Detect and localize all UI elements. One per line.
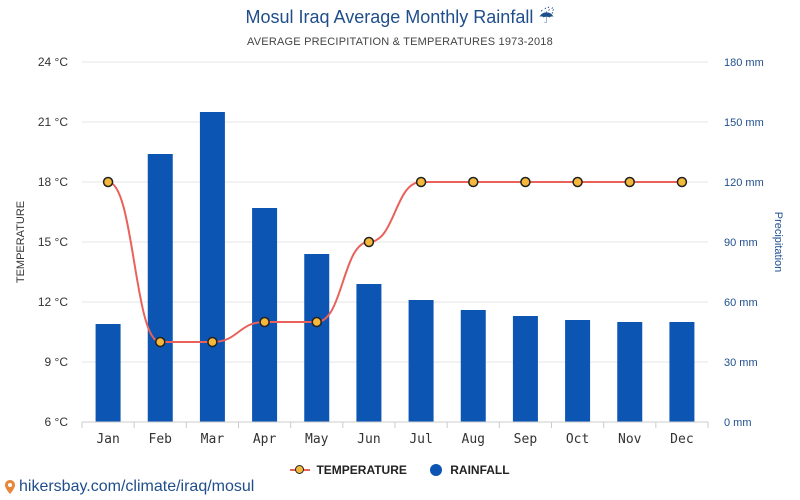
x-tick-label: Apr xyxy=(253,432,277,447)
chart-subtitle: AVERAGE PRECIPITATION & TEMPERATURES 197… xyxy=(247,36,553,48)
source-link[interactable]: hikersbay.com/climate/iraq/mosul xyxy=(5,478,254,496)
temperature-point-apr[interactable] xyxy=(259,316,270,328)
rainfall-bar-jun[interactable] xyxy=(356,284,382,422)
temperature-point-feb[interactable] xyxy=(155,336,166,348)
y-tick-right-label: 30 mm xyxy=(724,357,758,369)
temperature-line-icon xyxy=(290,464,311,476)
y-tick-right-label: 150 mm xyxy=(724,117,764,129)
temperature-point-may[interactable] xyxy=(311,316,322,328)
x-tick-label: Sep xyxy=(514,432,538,447)
y-tick-left-label: 6 °C xyxy=(45,415,69,429)
rainfall-bar-apr[interactable] xyxy=(252,208,278,422)
temperature-point-sep[interactable] xyxy=(520,176,531,188)
x-tick-label: Jan xyxy=(96,432,119,447)
rainfall-bar-jan[interactable] xyxy=(95,324,121,422)
rainfall-bar-may[interactable] xyxy=(304,254,330,422)
y-tick-left-label: 18 °C xyxy=(38,175,68,189)
rainfall-bar-oct[interactable] xyxy=(565,320,591,422)
rainfall-bar-aug[interactable] xyxy=(460,310,486,422)
y-tick-left-label: 12 °C xyxy=(38,295,68,309)
x-tick-label: Jul xyxy=(409,432,432,447)
y-tick-left-label: 24 °C xyxy=(38,55,68,69)
legend-label-rainfall: RAINFALL xyxy=(450,463,510,477)
y-axis-right-title: Precipitation xyxy=(772,212,784,273)
y-tick-left-label: 9 °C xyxy=(45,355,69,369)
temperature-point-oct[interactable] xyxy=(572,176,583,188)
rainfall-bars xyxy=(95,112,695,422)
y-tick-right-label: 60 mm xyxy=(724,297,758,309)
temperature-line xyxy=(107,181,682,344)
legend-item-rainfall[interactable]: RAINFALL xyxy=(430,463,510,477)
x-tick-label: Feb xyxy=(149,432,173,447)
legend: TEMPERATURE RAINFALL xyxy=(0,463,800,479)
map-pin-icon xyxy=(5,480,15,494)
x-tick-label: Oct xyxy=(566,432,589,447)
legend-item-temperature[interactable]: TEMPERATURE xyxy=(290,463,407,477)
temperature-point-aug[interactable] xyxy=(468,176,479,188)
legend-label-temperature: TEMPERATURE xyxy=(316,463,407,477)
temperature-point-dec[interactable] xyxy=(676,176,688,188)
rainfall-bar-dec[interactable] xyxy=(669,322,695,422)
y-tick-left-label: 21 °C xyxy=(38,115,68,129)
temperature-point-jun[interactable] xyxy=(363,236,375,248)
temperature-line-group xyxy=(102,176,688,348)
rainfall-bar-sep[interactable] xyxy=(512,316,538,422)
y-tick-right-label: 0 mm xyxy=(724,417,752,429)
grid-lines xyxy=(82,61,708,423)
x-tick-label: Jun xyxy=(357,432,380,447)
chart-title: Mosul Iraq Average Monthly Rainfall ☔ xyxy=(245,7,555,27)
combo-chart: 24 °C 180 mm 21 °C 150 mm 18 °C 120 mm 15 °C 90… xyxy=(15,55,784,447)
rainfall-bar-mar[interactable] xyxy=(199,112,225,422)
x-tick-label: Dec xyxy=(670,432,693,447)
x-tick-label: Aug xyxy=(462,432,485,447)
temperature-point-nov[interactable] xyxy=(624,176,635,188)
x-tick-label: Nov xyxy=(618,432,642,447)
temperature-point-jan[interactable] xyxy=(102,176,114,188)
rainfall-dot-icon xyxy=(430,464,443,476)
rainfall-bar-jul[interactable] xyxy=(408,300,434,422)
x-tick-label: Mar xyxy=(201,432,225,447)
y-tick-right-label: 180 mm xyxy=(724,57,764,69)
rainfall-bar-feb[interactable] xyxy=(147,154,173,422)
y-tick-left-label: 15 °C xyxy=(38,235,68,249)
y-tick-right-label: 90 mm xyxy=(724,237,758,249)
axes: 24 °C 180 mm 21 °C 150 mm 18 °C 120 mm 15 °C 90… xyxy=(38,55,764,447)
rainfall-bar-nov[interactable] xyxy=(617,322,643,422)
temperature-point-mar[interactable] xyxy=(207,336,218,348)
y-axis-left-title: TEMPERATURE xyxy=(15,201,27,283)
temperature-point-jul[interactable] xyxy=(415,176,427,188)
x-tick-label: May xyxy=(305,432,329,447)
source-link-text[interactable]: hikersbay.com/climate/iraq/mosul xyxy=(19,478,255,495)
y-tick-right-label: 120 mm xyxy=(724,177,764,189)
